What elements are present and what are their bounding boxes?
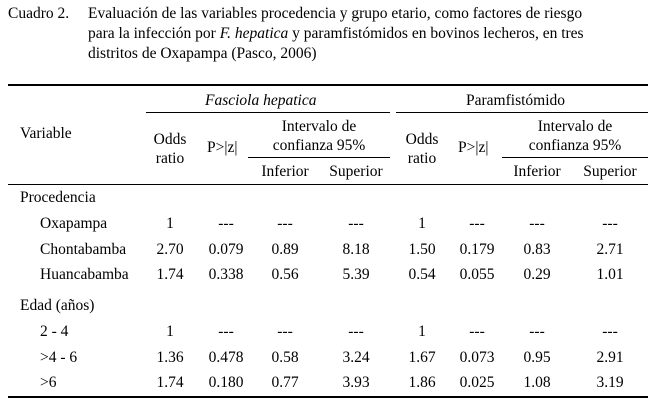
group1-rule [146, 112, 390, 113]
table-cell: 0.338 [208, 266, 244, 283]
caption-line-1: Evaluación de las variables procedencia … [88, 5, 583, 22]
table-cell: 1.36 [156, 349, 184, 366]
table-cell: 2.71 [596, 241, 624, 258]
table-cell: 5.39 [342, 266, 370, 283]
table-cell: 0.89 [271, 241, 299, 258]
inferior-header-1: Inferior [261, 163, 309, 180]
caption-text: Evaluación de las variables procedencia … [88, 4, 648, 64]
ci1-rule [248, 157, 390, 158]
table-cell: 2.91 [596, 349, 624, 366]
table-cell: --- [277, 323, 293, 340]
table-cell: 0.54 [408, 266, 436, 283]
table-cell: 0.073 [459, 349, 495, 366]
superior-header-2: Superior [583, 163, 637, 180]
table-cell: 1.74 [156, 266, 184, 283]
table-cell: 8.18 [342, 241, 370, 258]
table-cell: --- [602, 323, 618, 340]
row-label: >4 - 6 [40, 349, 78, 366]
table-bottom-rule [8, 396, 648, 398]
table-cell: 0.478 [208, 349, 244, 366]
group-header-fasciola: Fasciola hepatica [205, 92, 317, 109]
table-cell: 0.179 [459, 241, 495, 258]
row-label: Chontabamba [40, 241, 127, 258]
superior-header-1: Superior [329, 163, 383, 180]
group-header-paramfistomido: Paramfistómido [466, 92, 566, 109]
caption-species: F. hepatica [219, 25, 289, 42]
table-cell: 0.025 [459, 374, 495, 391]
group2-rule [396, 112, 648, 113]
table-cell: --- [348, 323, 364, 340]
caption-line-2: para la infección por F. hepatica y para… [88, 25, 584, 42]
table-cell: --- [277, 215, 293, 232]
odds-header-2: Odds ratio [405, 131, 439, 167]
table-cell: --- [602, 215, 618, 232]
table-cell: --- [469, 323, 485, 340]
row-label: Oxapampa [40, 215, 108, 232]
table-cell: 0.56 [271, 266, 299, 283]
table-cell: 3.19 [596, 374, 624, 391]
table-cell: 0.95 [523, 349, 551, 366]
ci-header-2: Intervalo de confianza 95% [528, 118, 622, 154]
table-cell: 0.29 [523, 266, 551, 283]
table-cell: --- [529, 215, 545, 232]
table-cell: --- [218, 323, 234, 340]
caption-label: Cuadro 2. [8, 5, 70, 22]
table-cell: --- [218, 215, 234, 232]
table-cell: 0.180 [208, 374, 244, 391]
table-cell: 1.74 [156, 374, 184, 391]
header-bottom-rule [8, 184, 648, 185]
row-label: >6 [40, 374, 57, 391]
row-label: 2 - 4 [40, 323, 69, 340]
p-header-2: P>|z| [458, 139, 489, 156]
table-cell: 0.83 [523, 241, 551, 258]
table-cell: 0.055 [459, 266, 495, 283]
table-cell: 1 [166, 323, 174, 340]
table-cell: 0.079 [208, 241, 244, 258]
table-top-rule [8, 84, 648, 86]
variable-header: Variable [20, 125, 72, 142]
table-cell: 1 [418, 323, 426, 340]
section-title-edad: Edad (años) [20, 297, 95, 314]
caption-line-3: distritos de Oxapampa (Pasco, 2006) [88, 45, 317, 62]
ci2-rule [502, 157, 648, 158]
table-cell: 1.50 [408, 241, 436, 258]
p-header-1: P>|z| [207, 139, 238, 156]
table-cell: 1 [418, 215, 426, 232]
inferior-header-2: Inferior [513, 163, 561, 180]
table-cell: --- [348, 215, 364, 232]
row-label: Huancabamba [40, 266, 129, 283]
table-cell: 1.67 [408, 349, 436, 366]
table-cell: 1.01 [596, 266, 624, 283]
table-cell: 3.24 [342, 349, 370, 366]
table-cell: 0.58 [271, 349, 299, 366]
table-cell: 1.86 [408, 374, 436, 391]
table-cell: 1.08 [523, 374, 551, 391]
ci-header-1: Intervalo de confianza 95% [272, 118, 366, 154]
table-cell: 3.93 [342, 374, 370, 391]
table-cell: 2.70 [156, 241, 184, 258]
table-cell: --- [529, 323, 545, 340]
section-title-procedencia: Procedencia [20, 189, 96, 206]
table-cell: 0.77 [271, 374, 299, 391]
table-cell: --- [469, 215, 485, 232]
table-cell: 1 [166, 215, 174, 232]
odds-header-1: Odds ratio [153, 131, 187, 167]
